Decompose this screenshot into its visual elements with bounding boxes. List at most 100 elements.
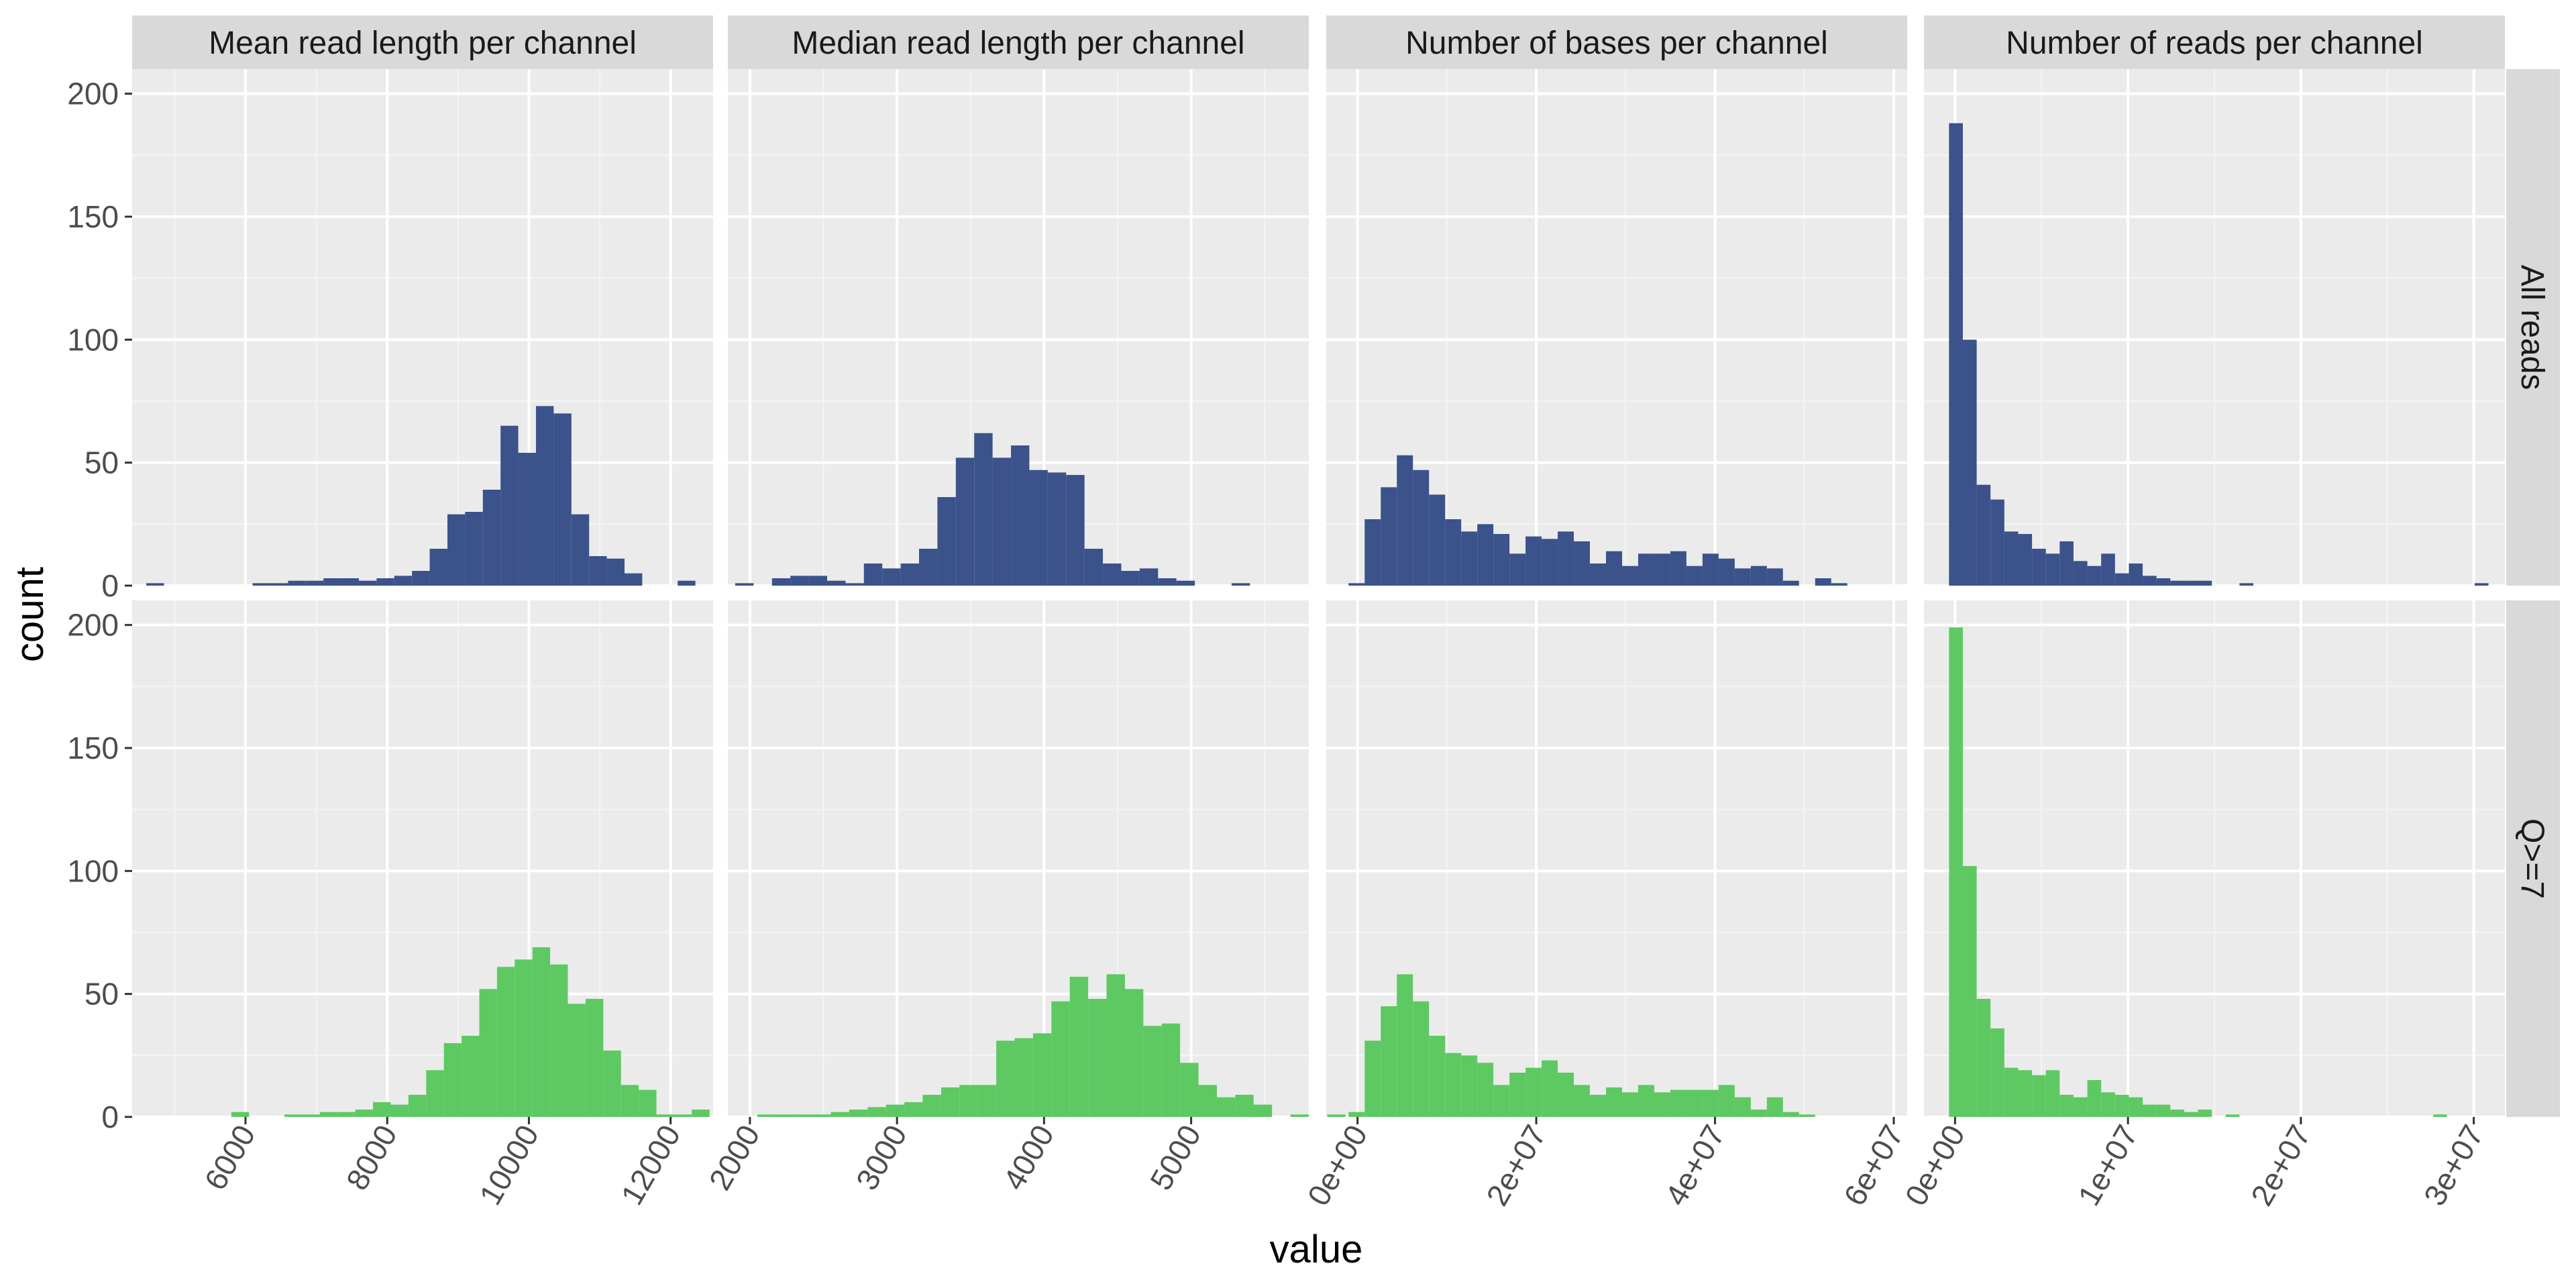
histogram-bar bbox=[849, 1110, 868, 1117]
histogram-bar bbox=[2198, 580, 2212, 586]
y-tick-label: 0 bbox=[101, 568, 119, 603]
histogram-bar bbox=[1734, 568, 1751, 586]
histogram-bar bbox=[550, 964, 568, 1117]
histogram-bar bbox=[1397, 455, 1413, 586]
histogram-bar bbox=[1413, 470, 1430, 586]
histogram-bar bbox=[2114, 1095, 2129, 1117]
histogram-bar bbox=[1799, 1114, 1815, 1117]
y-tick-label: 200 bbox=[67, 76, 119, 111]
column-strip-background bbox=[132, 15, 713, 69]
y-tick-label: 150 bbox=[67, 731, 119, 765]
y-tick-label: 0 bbox=[101, 1099, 119, 1134]
histogram-bar bbox=[1493, 1085, 1510, 1117]
histogram-bar bbox=[1718, 1085, 1735, 1117]
histogram-bar bbox=[1766, 1097, 1783, 1117]
histogram-bar bbox=[900, 564, 920, 586]
histogram-bar bbox=[1139, 568, 1159, 586]
histogram-bar bbox=[429, 549, 447, 586]
histogram-bar bbox=[1976, 484, 1991, 586]
y-tick-label: 50 bbox=[85, 445, 119, 480]
histogram-bar bbox=[974, 433, 993, 586]
histogram-bar bbox=[1525, 536, 1542, 586]
panels-layer bbox=[132, 69, 2505, 1118]
histogram-bar bbox=[1734, 1097, 1751, 1117]
histogram-r1-c1 bbox=[757, 974, 1346, 1117]
histogram-bar bbox=[977, 1085, 997, 1117]
histogram-bar bbox=[2433, 1114, 2447, 1117]
histogram-bar bbox=[2225, 1114, 2240, 1117]
histogram-bar bbox=[462, 1036, 480, 1117]
x-tick-label: 8000 bbox=[339, 1119, 404, 1196]
histogram-bar bbox=[1686, 566, 1703, 586]
histogram-bar bbox=[1542, 539, 1558, 586]
histogram-bar bbox=[479, 989, 497, 1117]
histogram-bar bbox=[341, 578, 359, 586]
histogram-bar bbox=[323, 578, 341, 586]
histogram-bar bbox=[500, 425, 519, 586]
histogram-bar bbox=[390, 1104, 409, 1117]
histogram-bar bbox=[941, 1087, 960, 1117]
histogram-bar bbox=[355, 1110, 374, 1117]
histogram-bar bbox=[1638, 1085, 1654, 1117]
histogram-bar bbox=[1509, 553, 1526, 586]
histogram-bar bbox=[571, 514, 590, 586]
column-strip-background bbox=[1924, 15, 2505, 69]
histogram-bar bbox=[830, 1112, 849, 1117]
histogram-bar bbox=[1509, 1073, 1526, 1117]
histogram-bar bbox=[771, 578, 791, 586]
histogram-bar bbox=[1176, 580, 1195, 586]
histogram-bar bbox=[518, 453, 536, 586]
histogram-bar bbox=[1574, 541, 1591, 586]
histogram-bar bbox=[2032, 549, 2046, 586]
histogram-bar bbox=[394, 576, 413, 586]
histogram-r0-c3 bbox=[1949, 123, 2489, 586]
x-tick-label: 3000 bbox=[849, 1119, 914, 1196]
histogram-bar bbox=[2004, 1067, 2019, 1117]
histogram-bar bbox=[1590, 564, 1607, 586]
histogram-bar bbox=[1976, 999, 1991, 1117]
histogram-bar bbox=[1686, 1089, 1703, 1117]
histogram-bar bbox=[426, 1070, 444, 1117]
histogram-bar bbox=[775, 1114, 794, 1117]
histogram-bar bbox=[2101, 553, 2115, 586]
histogram-bar bbox=[1413, 1001, 1430, 1117]
histogram-bar bbox=[1348, 1112, 1365, 1117]
histogram-bar bbox=[1477, 524, 1494, 586]
row-strip-label: Q>=7 bbox=[2514, 818, 2550, 899]
histogram-bar bbox=[1381, 1006, 1397, 1117]
x-tick-label: 6e+07 bbox=[1837, 1119, 1911, 1212]
histogram-bar bbox=[1782, 1112, 1799, 1117]
histogram-bar bbox=[1397, 974, 1413, 1117]
histogram-bar bbox=[2059, 1095, 2074, 1117]
histogram-bar bbox=[1348, 583, 1365, 586]
histogram-bar bbox=[515, 959, 533, 1117]
histogram-bar bbox=[1158, 578, 1177, 586]
histogram-bar bbox=[231, 1112, 250, 1117]
x-tick-label: 4000 bbox=[996, 1119, 1061, 1196]
histogram-bar bbox=[1106, 974, 1125, 1117]
histogram-bar bbox=[532, 947, 551, 1117]
histogram-bar bbox=[808, 576, 827, 586]
histogram-bar bbox=[1670, 1089, 1686, 1117]
histogram-bar bbox=[1558, 1073, 1574, 1117]
histogram-bar bbox=[2045, 553, 2060, 586]
x-tick-label: 5000 bbox=[1143, 1119, 1208, 1196]
histogram-bar bbox=[1253, 1104, 1273, 1117]
x-tick-label: 2e+07 bbox=[1479, 1119, 1553, 1212]
histogram-bar bbox=[1381, 487, 1397, 586]
histogram-bar bbox=[305, 580, 324, 586]
histogram-bar bbox=[1429, 494, 1446, 586]
histogram-bar bbox=[2143, 1104, 2157, 1117]
histogram-bar bbox=[639, 1089, 657, 1117]
histogram-bar bbox=[1235, 1095, 1254, 1117]
histogram-bar bbox=[2004, 531, 2019, 586]
histogram-r0-c0 bbox=[146, 406, 696, 586]
histogram-bar bbox=[2018, 1070, 2033, 1117]
histogram-bar bbox=[1702, 1089, 1719, 1117]
x-tick-label: 1e+07 bbox=[2071, 1119, 2145, 1212]
histogram-bar bbox=[1962, 866, 1977, 1117]
histogram-bar bbox=[146, 583, 164, 586]
histogram-bar bbox=[1654, 1092, 1670, 1117]
histogram-bar bbox=[1621, 1092, 1638, 1117]
